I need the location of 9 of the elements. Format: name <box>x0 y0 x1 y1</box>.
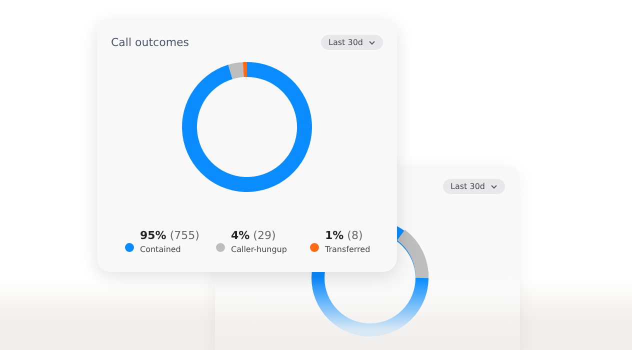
text: Last 30d <box>450 182 485 191</box>
legend-label: Contained <box>140 245 182 254</box>
chart-title: Call outcomes <box>111 36 190 49</box>
text: Last 30d <box>328 38 363 47</box>
legend-label: Caller-hungup <box>231 245 287 254</box>
legend-label: Transferred <box>325 245 370 254</box>
data-label: 1% (8) <box>325 229 363 242</box>
data-label: 95% (755) <box>140 229 200 242</box>
data-label: 4% (29) <box>231 229 276 242</box>
